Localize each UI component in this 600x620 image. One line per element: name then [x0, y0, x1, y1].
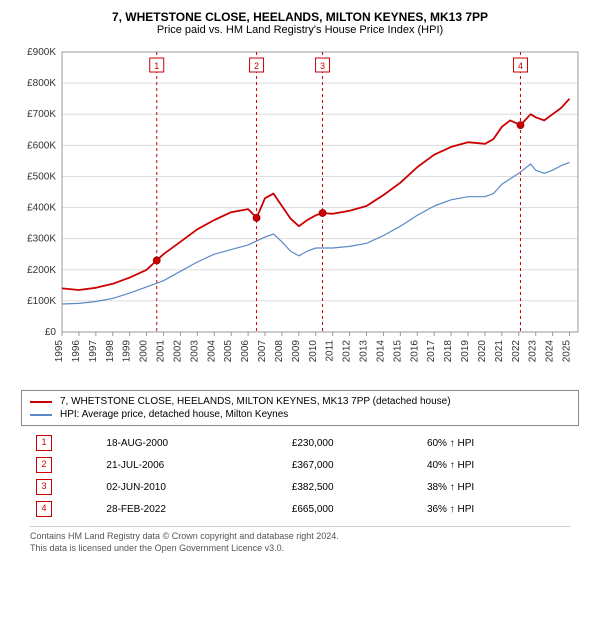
footer-line: Contains HM Land Registry data © Crown c… — [30, 531, 570, 543]
transactions-table: 1 18-AUG-2000£230,00060% ↑ HPI 2 21-JUL-200… — [30, 432, 570, 520]
page: 7, WHETSTONE CLOSE, HEELANDS, MILTON KEY… — [0, 0, 600, 620]
legend: 7, WHETSTONE CLOSE, HEELANDS, MILTON KEY… — [21, 390, 579, 426]
svg-text:2016: 2016 — [409, 340, 420, 363]
txn-num-badge: 1 — [36, 435, 52, 451]
txn-num-cell: 1 — [30, 432, 100, 454]
transaction-row: 1 18-AUG-2000£230,00060% ↑ HPI — [30, 432, 570, 454]
svg-text:2005: 2005 — [223, 340, 234, 363]
txn-delta: 38% ↑ HPI — [421, 476, 570, 498]
transaction-row: 4 28-FEB-2022£665,00036% ↑ HPI — [30, 498, 570, 520]
svg-text:2017: 2017 — [426, 340, 437, 363]
svg-text:2015: 2015 — [392, 340, 403, 363]
svg-text:2: 2 — [254, 61, 259, 71]
svg-text:£600K: £600K — [27, 140, 56, 151]
svg-text:1: 1 — [154, 61, 159, 71]
svg-text:£700K: £700K — [27, 109, 56, 120]
svg-text:£500K: £500K — [27, 171, 56, 182]
svg-text:£200K: £200K — [27, 265, 56, 276]
txn-date: 28-FEB-2022 — [100, 498, 285, 520]
svg-text:2022: 2022 — [511, 340, 522, 363]
svg-text:2025: 2025 — [562, 340, 573, 363]
legend-swatch — [30, 414, 52, 416]
svg-text:2019: 2019 — [460, 340, 471, 363]
svg-text:1995: 1995 — [54, 340, 65, 363]
svg-text:2013: 2013 — [359, 340, 370, 363]
svg-text:£0: £0 — [45, 327, 57, 338]
legend-row: 7, WHETSTONE CLOSE, HEELANDS, MILTON KEY… — [30, 395, 570, 408]
txn-delta: 40% ↑ HPI — [421, 454, 570, 476]
svg-text:£400K: £400K — [27, 203, 56, 214]
svg-text:2014: 2014 — [375, 340, 386, 363]
txn-price: £382,500 — [286, 476, 421, 498]
txn-num-cell: 3 — [30, 476, 100, 498]
transaction-row: 3 02-JUN-2010£382,50038% ↑ HPI — [30, 476, 570, 498]
txn-price: £230,000 — [286, 432, 421, 454]
txn-delta: 60% ↑ HPI — [421, 432, 570, 454]
svg-text:£800K: £800K — [27, 78, 56, 89]
svg-text:2020: 2020 — [477, 340, 488, 363]
svg-text:2010: 2010 — [308, 340, 319, 363]
txn-date: 18-AUG-2000 — [100, 432, 285, 454]
svg-text:£900K: £900K — [27, 47, 56, 58]
txn-price: £367,000 — [286, 454, 421, 476]
txn-price: £665,000 — [286, 498, 421, 520]
svg-text:3: 3 — [320, 61, 325, 71]
svg-text:2008: 2008 — [274, 340, 285, 363]
svg-text:2021: 2021 — [494, 340, 505, 363]
svg-text:2003: 2003 — [189, 340, 200, 363]
transaction-row: 2 21-JUL-2006£367,00040% ↑ HPI — [30, 454, 570, 476]
svg-text:4: 4 — [518, 61, 523, 71]
svg-text:2023: 2023 — [528, 340, 539, 363]
svg-text:2004: 2004 — [206, 340, 217, 363]
svg-text:1997: 1997 — [88, 340, 99, 363]
svg-text:2012: 2012 — [342, 340, 353, 363]
legend-row: HPI: Average price, detached house, Milt… — [30, 408, 570, 421]
txn-date: 02-JUN-2010 — [100, 476, 285, 498]
svg-text:2018: 2018 — [443, 340, 454, 363]
txn-num-badge: 2 — [36, 457, 52, 473]
svg-text:2024: 2024 — [545, 340, 556, 363]
txn-num-badge: 3 — [36, 479, 52, 495]
legend-label: 7, WHETSTONE CLOSE, HEELANDS, MILTON KEY… — [60, 396, 451, 407]
svg-text:2007: 2007 — [257, 340, 268, 363]
footer: Contains HM Land Registry data © Crown c… — [30, 526, 570, 554]
txn-num-badge: 4 — [36, 501, 52, 517]
svg-text:2001: 2001 — [156, 340, 167, 363]
svg-text:1996: 1996 — [71, 340, 82, 363]
page-subtitle: Price paid vs. HM Land Registry's House … — [12, 24, 588, 36]
page-title: 7, WHETSTONE CLOSE, HEELANDS, MILTON KEY… — [12, 10, 588, 24]
svg-text:2000: 2000 — [139, 340, 150, 363]
legend-swatch — [30, 401, 52, 403]
txn-num-cell: 4 — [30, 498, 100, 520]
svg-text:2009: 2009 — [291, 340, 302, 363]
svg-text:2002: 2002 — [172, 340, 183, 363]
price-chart: £0 £100K £200K £300K £400K £500K £600K £700K £80… — [12, 42, 588, 382]
svg-text:£300K: £300K — [27, 234, 56, 245]
svg-text:2006: 2006 — [240, 340, 251, 363]
svg-text:1998: 1998 — [105, 340, 116, 363]
txn-num-cell: 2 — [30, 454, 100, 476]
txn-date: 21-JUL-2006 — [100, 454, 285, 476]
svg-text:1999: 1999 — [122, 340, 133, 363]
legend-label: HPI: Average price, detached house, Milt… — [60, 409, 288, 420]
chart-svg: £0 £100K £200K £300K £400K £500K £600K £700K £80… — [12, 42, 588, 382]
svg-text:2011: 2011 — [325, 340, 336, 362]
txn-delta: 36% ↑ HPI — [421, 498, 570, 520]
svg-text:£100K: £100K — [27, 296, 56, 307]
footer-line: This data is licensed under the Open Gov… — [30, 543, 570, 555]
